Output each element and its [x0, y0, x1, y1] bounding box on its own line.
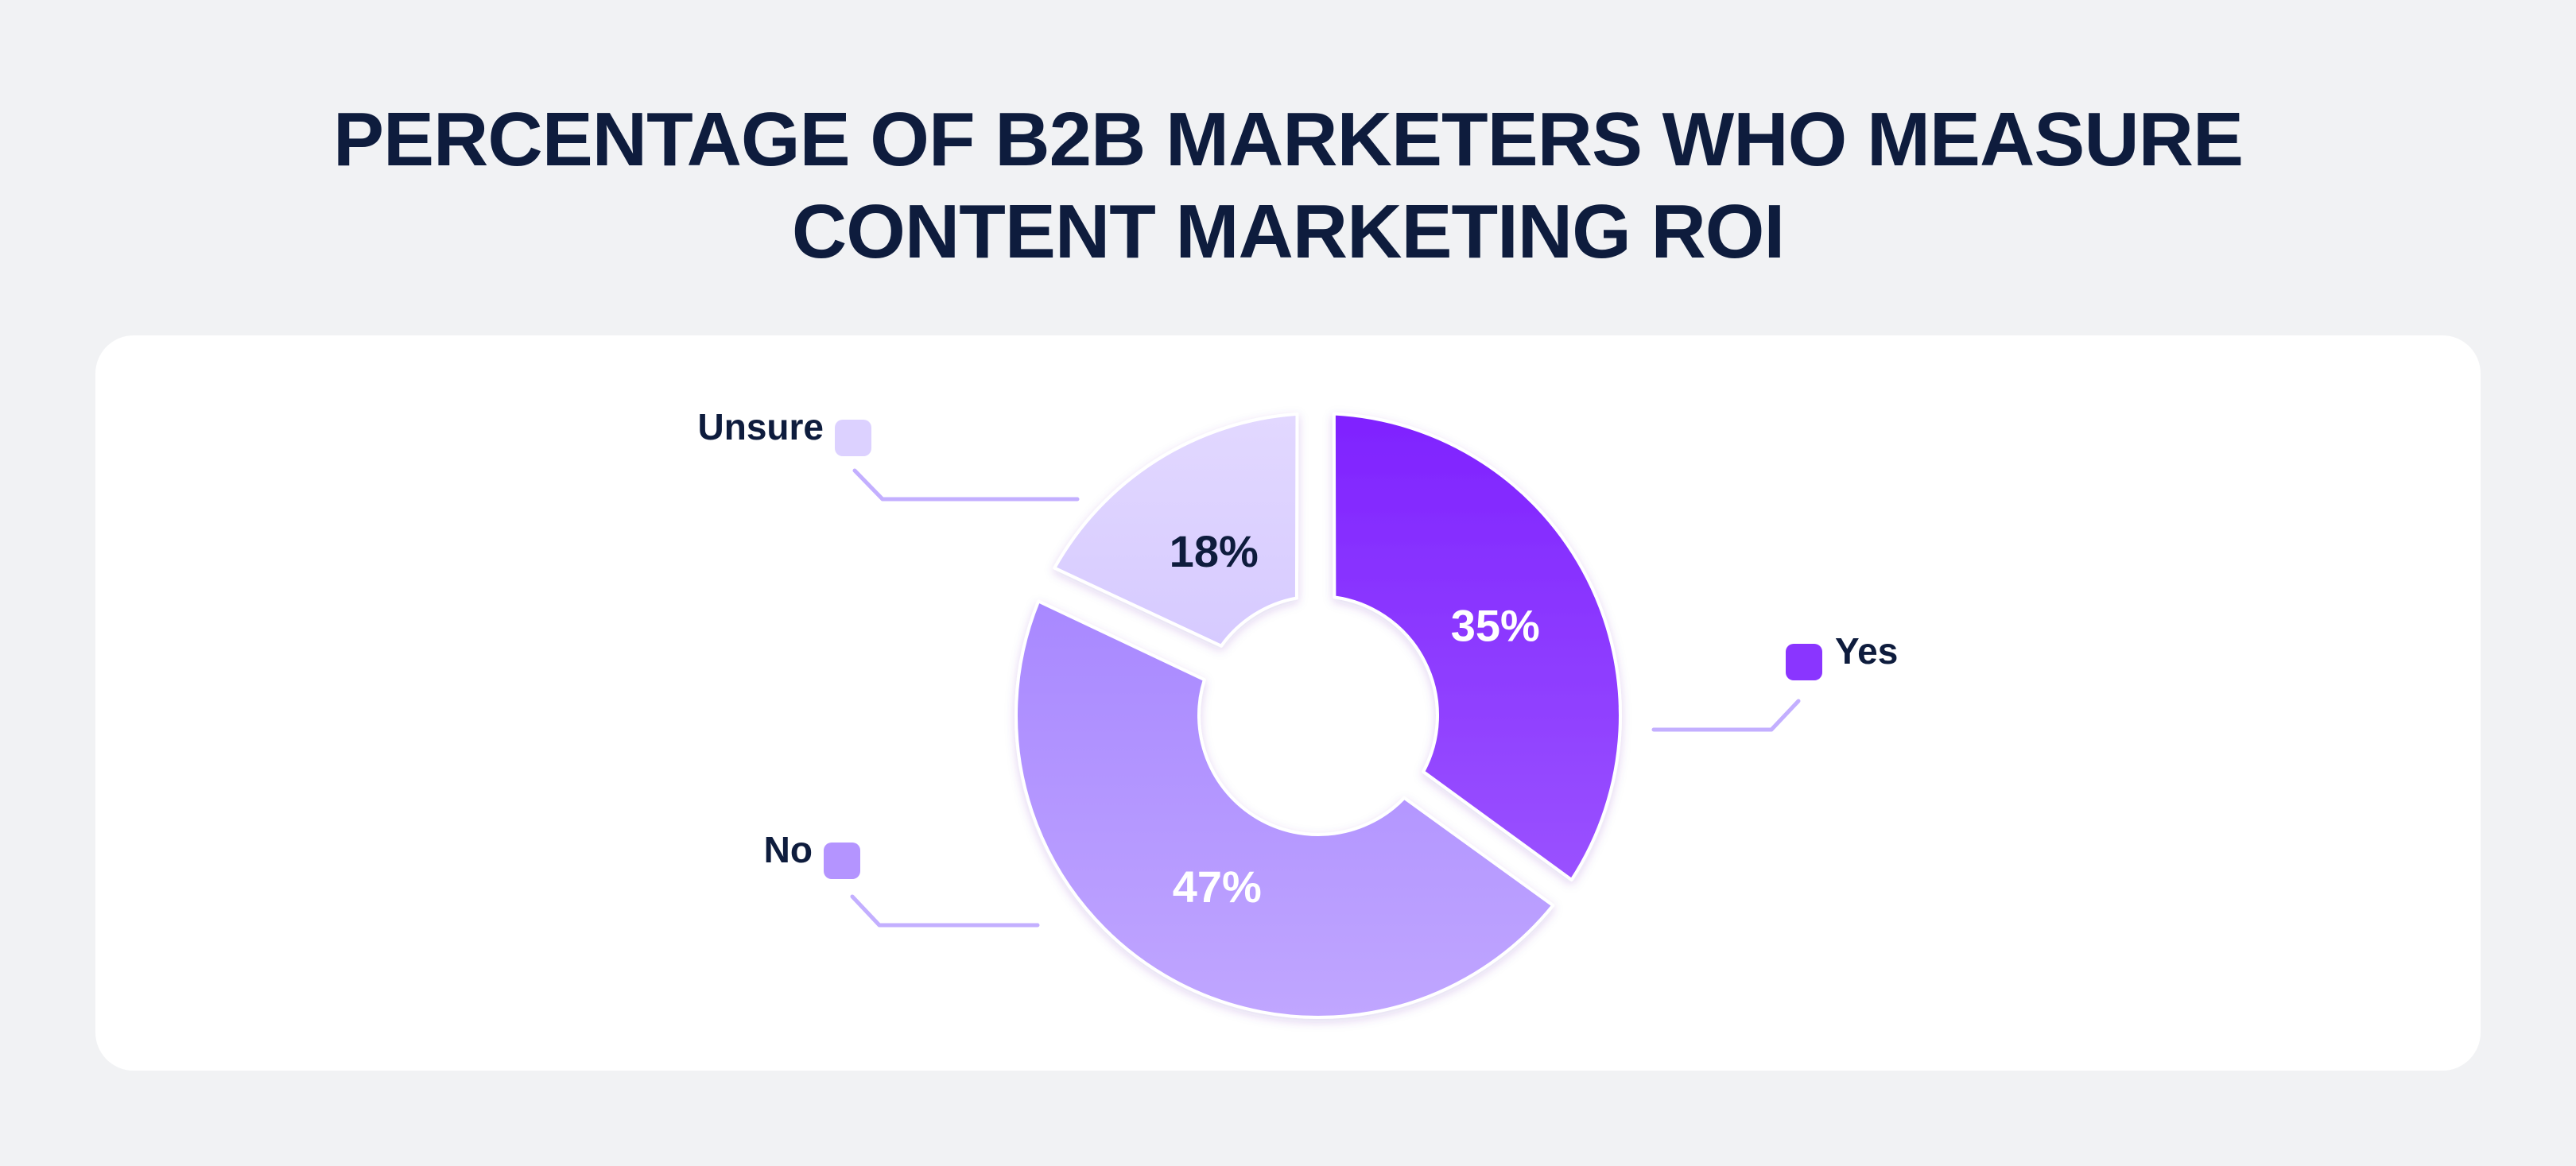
- slice-yes: [1332, 412, 1622, 881]
- value-labels-layer: 35% 47% 18%: [1170, 526, 1540, 912]
- slices-layer: [1014, 412, 1622, 1020]
- value-label-no: 47%: [1173, 862, 1262, 912]
- slice-unsure: [1053, 412, 1299, 648]
- legend-label-yes: Yes: [1835, 630, 1898, 672]
- leader-line-unsure: [852, 468, 1080, 502]
- chart-title-line-2: CONTENT MARKETING ROI: [791, 189, 1785, 274]
- legend-swatch-yes: [1786, 644, 1822, 680]
- legend-layer: Yes No Unsure: [698, 406, 1898, 928]
- legend-swatch-unsure: [835, 420, 871, 456]
- chart-title-line-1: PERCENTAGE OF B2B MARKETERS WHO MEASURE: [332, 97, 2244, 182]
- value-label-unsure: 18%: [1170, 526, 1259, 576]
- legend-label-no: No: [764, 829, 813, 870]
- leader-line-no: [850, 894, 1040, 928]
- chart-title: PERCENTAGE OF B2B MARKETERS WHO MEASURE …: [0, 94, 2576, 278]
- slice-no: [1014, 599, 1555, 1020]
- legend-label-unsure: Unsure: [698, 406, 824, 447]
- legend-swatch-no: [824, 843, 860, 879]
- leader-line-yes: [1651, 699, 1801, 732]
- value-label-yes: 35%: [1451, 601, 1540, 651]
